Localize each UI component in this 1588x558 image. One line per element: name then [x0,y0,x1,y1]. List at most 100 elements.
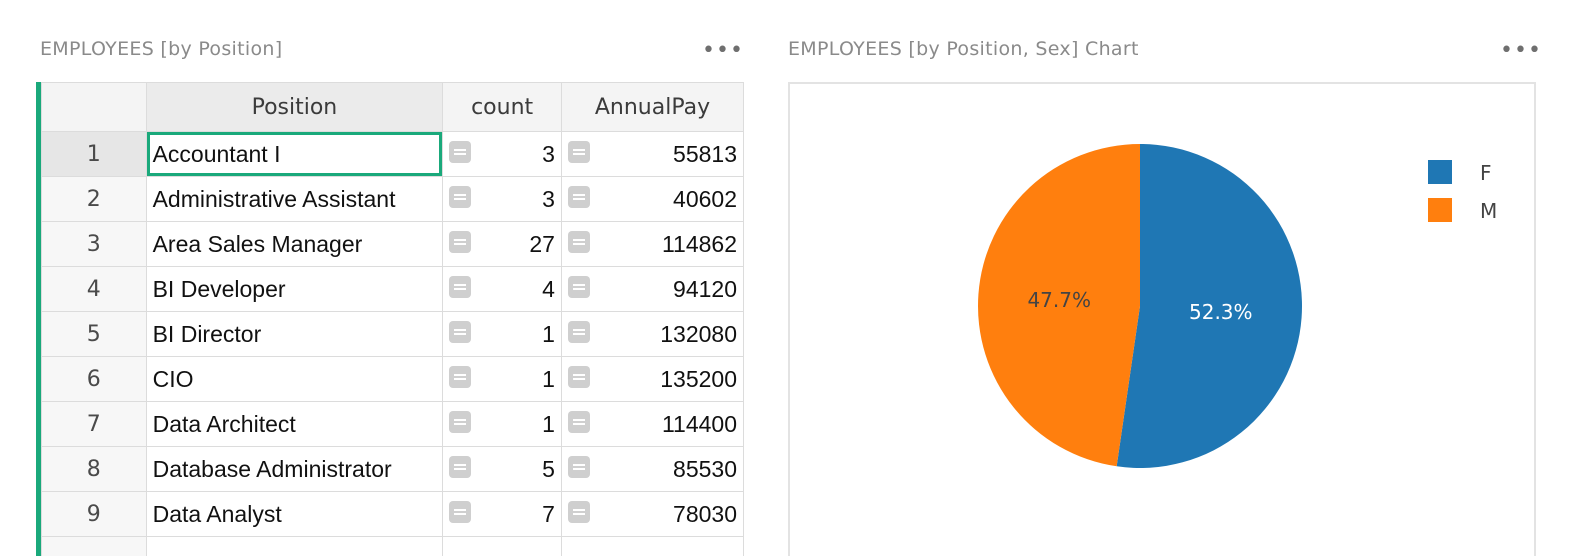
summary-icon[interactable] [449,231,472,253]
annualpay-cell[interactable]: 78030 [560,491,745,537]
summary-icon[interactable] [449,366,472,388]
pie-slice-f[interactable] [1116,144,1302,469]
table-row-partial [41,536,745,556]
row-number[interactable]: 3 [41,221,147,267]
annualpay-cell[interactable]: 94120 [560,266,745,312]
table-header-row: Position count AnnualPay [41,82,745,132]
table-row[interactable]: 5 BI Director 1 132080 [41,311,745,357]
position-cell [145,536,444,556]
count-cell[interactable]: 27 [442,221,562,267]
count-cell[interactable]: 1 [442,356,562,402]
row-number[interactable]: 8 [41,446,147,492]
position-cell[interactable]: Accountant I [145,131,444,177]
row-number[interactable]: 7 [41,401,147,447]
position-cell[interactable]: Data Analyst [145,491,444,537]
table-row[interactable]: 6 CIO 1 135200 [41,356,745,402]
row-number[interactable]: 6 [41,356,147,402]
annualpay-cell[interactable]: 55813 [560,131,745,177]
table-row[interactable]: 9 Data Analyst 7 78030 [41,491,745,537]
annualpay-value: 132080 [660,320,737,347]
summary-icon[interactable] [567,276,590,298]
annualpay-value: 135200 [660,365,737,392]
position-cell[interactable]: CIO [145,356,444,402]
position-cell[interactable]: Data Architect [145,401,444,447]
count-value: 3 [542,140,555,167]
count-value: 3 [542,185,555,212]
table-panel-menu-button[interactable]: ••• [702,38,744,63]
column-header-position[interactable]: Position [145,82,444,132]
count-cell[interactable]: 5 [442,446,562,492]
summary-icon[interactable] [567,321,590,343]
row-number-header[interactable] [41,82,147,132]
legend-label-m[interactable]: M [1480,199,1497,223]
count-cell[interactable]: 1 [442,401,562,447]
legend-swatch-f[interactable] [1428,160,1452,184]
annualpay-value: 114400 [661,410,737,437]
annualpay-value: 114862 [661,230,737,257]
count-value: 7 [542,500,555,527]
table-row[interactable]: 4 BI Developer 4 94120 [41,266,745,312]
summary-icon[interactable] [449,501,472,523]
table-row[interactable]: 1 Accountant I 3 55813 [41,131,745,177]
summary-icon[interactable] [449,276,472,298]
legend-swatch-m[interactable] [1428,198,1452,222]
legend-label-f[interactable]: F [1480,161,1492,185]
column-header-annualpay[interactable]: AnnualPay [560,82,745,132]
count-cell[interactable]: 7 [442,491,562,537]
row-number[interactable]: 2 [41,176,147,222]
count-cell[interactable]: 1 [442,311,562,357]
annualpay-cell[interactable]: 132080 [560,311,745,357]
count-cell[interactable]: 3 [442,176,562,222]
summary-icon[interactable] [567,141,590,163]
count-cell[interactable]: 3 [442,131,562,177]
summary-icon[interactable] [449,141,472,163]
pie-slice-label-m: 47.7% [1027,288,1091,312]
summary-icon[interactable] [567,456,590,478]
pie-slice-label-f: 52.3% [1189,300,1253,324]
position-cell[interactable]: BI Director [145,311,444,357]
annualpay-value: 40602 [673,185,737,212]
position-cell[interactable]: Database Administrator [145,446,444,492]
row-number[interactable]: 9 [41,491,147,537]
annualpay-value: 85530 [673,455,737,482]
annualpay-cell[interactable]: 114400 [560,401,745,447]
count-value: 4 [542,275,555,302]
count-value: 27 [529,230,555,257]
count-value: 1 [542,365,555,392]
table-row[interactable]: 7 Data Architect 1 114400 [41,401,745,447]
summary-icon[interactable] [567,411,590,433]
annualpay-value: 78030 [673,500,737,527]
count-cell [442,536,562,556]
table-row[interactable]: 8 Database Administrator 5 85530 [41,446,745,492]
column-header-count[interactable]: count [442,82,562,132]
summary-icon[interactable] [567,186,590,208]
annualpay-cell [560,536,745,556]
pie-slice-m[interactable] [978,144,1140,467]
row-number[interactable]: 1 [41,131,147,177]
summary-icon[interactable] [567,366,590,388]
summary-icon[interactable] [449,321,472,343]
position-cell[interactable]: Administrative Assistant [145,176,444,222]
table-row[interactable]: 2 Administrative Assistant 3 40602 [41,176,745,222]
row-number[interactable]: 4 [41,266,147,312]
table-row[interactable]: 3 Area Sales Manager 27 114862 [41,221,745,267]
summary-icon[interactable] [567,231,590,253]
chart-panel-menu-button[interactable]: ••• [1500,38,1542,63]
count-value: 1 [542,410,555,437]
annualpay-cell[interactable]: 85530 [560,446,745,492]
summary-icon[interactable] [449,456,472,478]
count-cell[interactable]: 4 [442,266,562,312]
summary-icon[interactable] [449,411,472,433]
annualpay-cell[interactable]: 114862 [560,221,745,267]
position-cell[interactable]: BI Developer [145,266,444,312]
chart-panel-title: EMPLOYEES [by Position, Sex] Chart [788,38,1139,60]
annualpay-cell[interactable]: 135200 [560,356,745,402]
position-cell[interactable]: Area Sales Manager [145,221,444,267]
summary-icon[interactable] [567,501,590,523]
summary-icon[interactable] [449,186,472,208]
count-value: 1 [542,320,555,347]
annualpay-cell[interactable]: 40602 [560,176,745,222]
row-number[interactable]: 5 [41,311,147,357]
